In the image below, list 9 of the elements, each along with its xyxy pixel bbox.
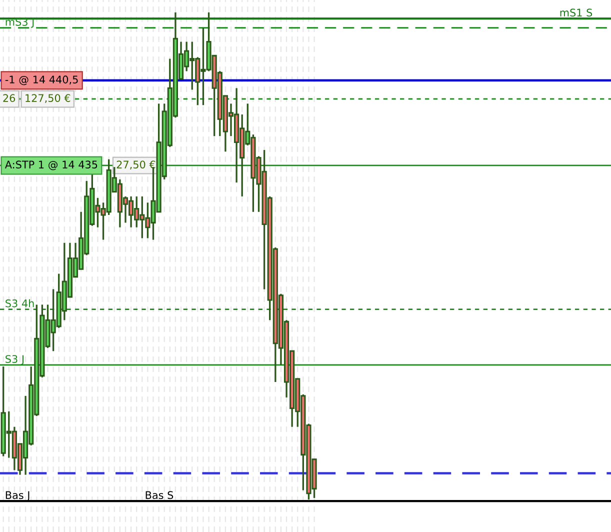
ref-line-label: A:STP 1 @ 14 435 (4, 160, 98, 170)
ref-line-label: mS1 S (560, 8, 592, 17)
ref-line-label: -1 @ 14 440,5 (5, 76, 78, 86)
annotation: 26 (3, 94, 16, 102)
ref-line-label: S3 4h (6, 299, 34, 308)
annotation: 127,50 € (26, 94, 70, 104)
ref-line-label: mS3 J (6, 18, 34, 28)
annotation: Bas S (146, 491, 174, 500)
ref-line-label: S3 J (6, 355, 24, 365)
